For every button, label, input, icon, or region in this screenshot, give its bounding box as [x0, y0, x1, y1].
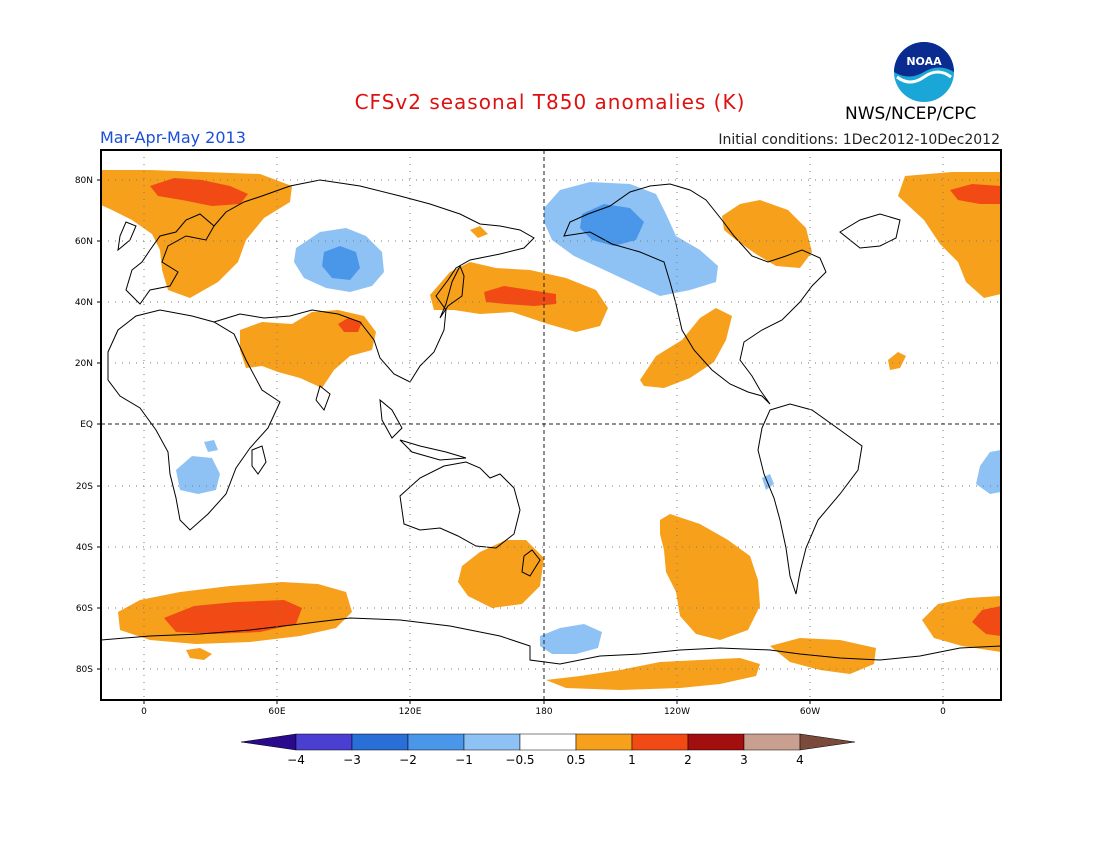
southern-ocean-strong — [164, 600, 302, 634]
colorbar-label: −4 — [287, 753, 305, 767]
initial-conditions-label: Initial conditions: 1Dec2012-10Dec2012 — [718, 132, 1000, 148]
south-pacific-warm — [660, 514, 760, 640]
arctic-europe-warm-wrap — [898, 172, 1001, 298]
lon-label: 0 — [141, 707, 147, 717]
small-warm-patch-east-asia — [470, 226, 488, 238]
map-frame — [100, 149, 1002, 701]
southern-ocean-east-warm-wrap — [922, 596, 1001, 652]
colorbar-label: 1 — [628, 753, 636, 767]
lat-label: 40S — [76, 543, 93, 553]
colorbar-label: 2 — [684, 753, 692, 767]
colorbar-swatch — [687, 733, 745, 751]
colorbar-swatch — [240, 733, 297, 751]
lat-label: 80N — [75, 176, 93, 186]
north-america-warm — [640, 308, 732, 388]
colorbar-swatch — [631, 733, 689, 751]
small-caribbean-warm — [888, 352, 906, 370]
colorbar-label: −1 — [455, 753, 473, 767]
africa-cold-wrap — [976, 450, 1001, 494]
noaa-logo-text: NOAA — [906, 55, 942, 68]
colorbar-swatch — [463, 733, 521, 751]
lon-label: 60W — [800, 707, 820, 717]
lat-label: 20N — [75, 359, 93, 369]
tick-marks — [97, 179, 944, 704]
north-atlantic-warm — [722, 200, 812, 268]
period-label: Mar-Apr-May 2013 — [100, 128, 246, 147]
noaa-logo: NOAA — [894, 42, 954, 102]
colorbar-label: −2 — [399, 753, 417, 767]
small-warm-patch — [186, 648, 212, 660]
colorbar-label: −3 — [343, 753, 361, 767]
lat-label: EQ — [80, 420, 93, 430]
strong-warm-regions — [150, 178, 1001, 636]
antarctic-cold — [540, 624, 602, 654]
north-pacific-strong — [484, 286, 556, 306]
tibet-strong — [338, 318, 362, 332]
southern-ocean-strong-wrap — [972, 606, 1001, 636]
new-zealand-warm — [458, 540, 544, 608]
lat-label: 40N — [75, 298, 93, 308]
colorbar-swatch — [295, 733, 353, 751]
lon-label: 120W — [664, 707, 690, 717]
lon-label: 180 — [535, 707, 552, 717]
colorbar-labels: −4 −3 −2 −1 −0.5 0.5 1 2 3 4 — [287, 753, 804, 767]
colorbar-swatch — [575, 733, 633, 751]
small-cold-patch — [762, 474, 774, 490]
latitude-labels: 80N 60N 40N 20N EQ 20S 40S 60S 80S — [75, 176, 93, 675]
colorbar-label: 4 — [796, 753, 804, 767]
siberia-moderate-cold — [322, 246, 360, 280]
africa-small-cold — [204, 440, 218, 452]
colorbar-label: 3 — [740, 753, 748, 767]
colorbar-swatch — [743, 733, 801, 751]
colorbar-swatches — [240, 733, 856, 751]
colorbar-label: −0.5 — [505, 753, 534, 767]
colorbar-label: 0.5 — [566, 753, 585, 767]
lat-label: 60N — [75, 237, 93, 247]
longitude-labels: 0 60E 120E 180 120W 60W 0 — [141, 707, 946, 717]
coastlines — [101, 179, 1001, 665]
south-asia-warm — [240, 310, 376, 388]
anomaly-fields — [101, 170, 1001, 690]
agency-label: NWS/NCEP/CPC — [845, 104, 977, 124]
antarctic-coast-warm — [546, 658, 760, 690]
lon-label: 60E — [268, 707, 285, 717]
colorbar-swatch — [519, 733, 577, 751]
lon-label: 120E — [399, 707, 422, 717]
chart-title: CFSv2 seasonal T850 anomalies (K) — [354, 90, 746, 114]
lat-label: 20S — [76, 482, 93, 492]
lat-label: 60S — [76, 604, 93, 614]
colorbar-swatch — [407, 733, 465, 751]
gridlines — [101, 150, 1001, 700]
colorbar-swatch — [799, 733, 856, 751]
southern-africa-cold — [176, 456, 220, 494]
lat-label: 80S — [76, 665, 93, 675]
arctic-europe-strong — [150, 178, 248, 206]
lon-label: 0 — [940, 707, 946, 717]
colorbar-swatch — [351, 733, 409, 751]
arctic-europe-strong-wrap — [950, 184, 1001, 204]
equator-dateline — [101, 150, 1001, 700]
